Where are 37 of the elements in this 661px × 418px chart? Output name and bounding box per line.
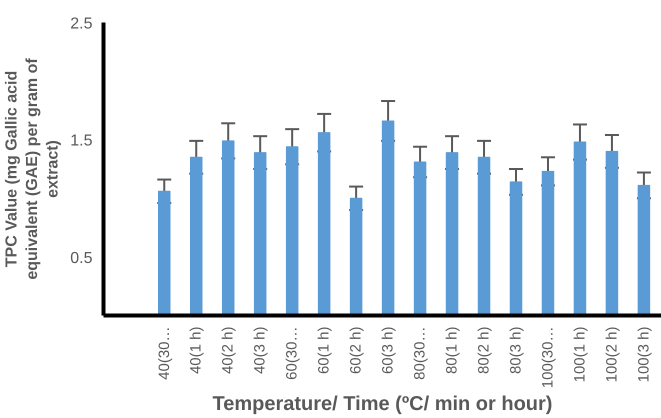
x-tick-label: 80(1 h) xyxy=(444,326,461,374)
x-tick-label: 60(1 h) xyxy=(316,326,333,374)
x-tick-label: 100(3 h) xyxy=(635,326,652,382)
bar xyxy=(638,184,650,316)
x-tick-label: 40(2 h) xyxy=(220,326,237,374)
x-tick-label: 100(1 h) xyxy=(571,326,588,382)
y-tick-label: 2.5 xyxy=(70,16,93,32)
x-tick-label: 100(2 h) xyxy=(603,326,620,382)
bar xyxy=(542,170,554,316)
bar xyxy=(318,132,330,316)
bar xyxy=(446,152,458,316)
x-tick-label: 40(30… xyxy=(156,326,173,380)
x-tick-label: 80(30… xyxy=(412,326,429,380)
bar xyxy=(190,156,202,316)
x-tick-label: 100(30… xyxy=(539,326,556,388)
x-axis-title: Temperature/ Time (ºC/ min or hour) xyxy=(212,393,552,416)
bar xyxy=(414,161,426,316)
x-tick-label: 40(1 h) xyxy=(188,326,205,374)
y-tick-label: 0.5 xyxy=(70,250,93,267)
x-tick-label: 60(2 h) xyxy=(348,326,365,374)
x-tick-label: 60(3 h) xyxy=(380,326,397,374)
x-tick-label: 60(30… xyxy=(284,326,301,380)
bar xyxy=(382,120,394,316)
bar xyxy=(158,190,171,316)
bar xyxy=(350,198,362,316)
bar xyxy=(254,152,266,316)
x-tick-label: 80(3 h) xyxy=(508,326,525,374)
bar xyxy=(574,142,586,316)
y-tick-label: 1.5 xyxy=(70,132,93,150)
bar xyxy=(510,181,522,316)
x-tick-label: 40(3 h) xyxy=(252,326,269,374)
bar xyxy=(222,140,234,316)
bar xyxy=(478,156,490,316)
bar xyxy=(286,146,298,316)
bar xyxy=(606,150,618,316)
y-axis-title: TPC Value (mg Gallic acid equivalent (GAE) per gram of extract) xyxy=(3,58,62,280)
x-tick-label: 80(2 h) xyxy=(476,326,493,374)
